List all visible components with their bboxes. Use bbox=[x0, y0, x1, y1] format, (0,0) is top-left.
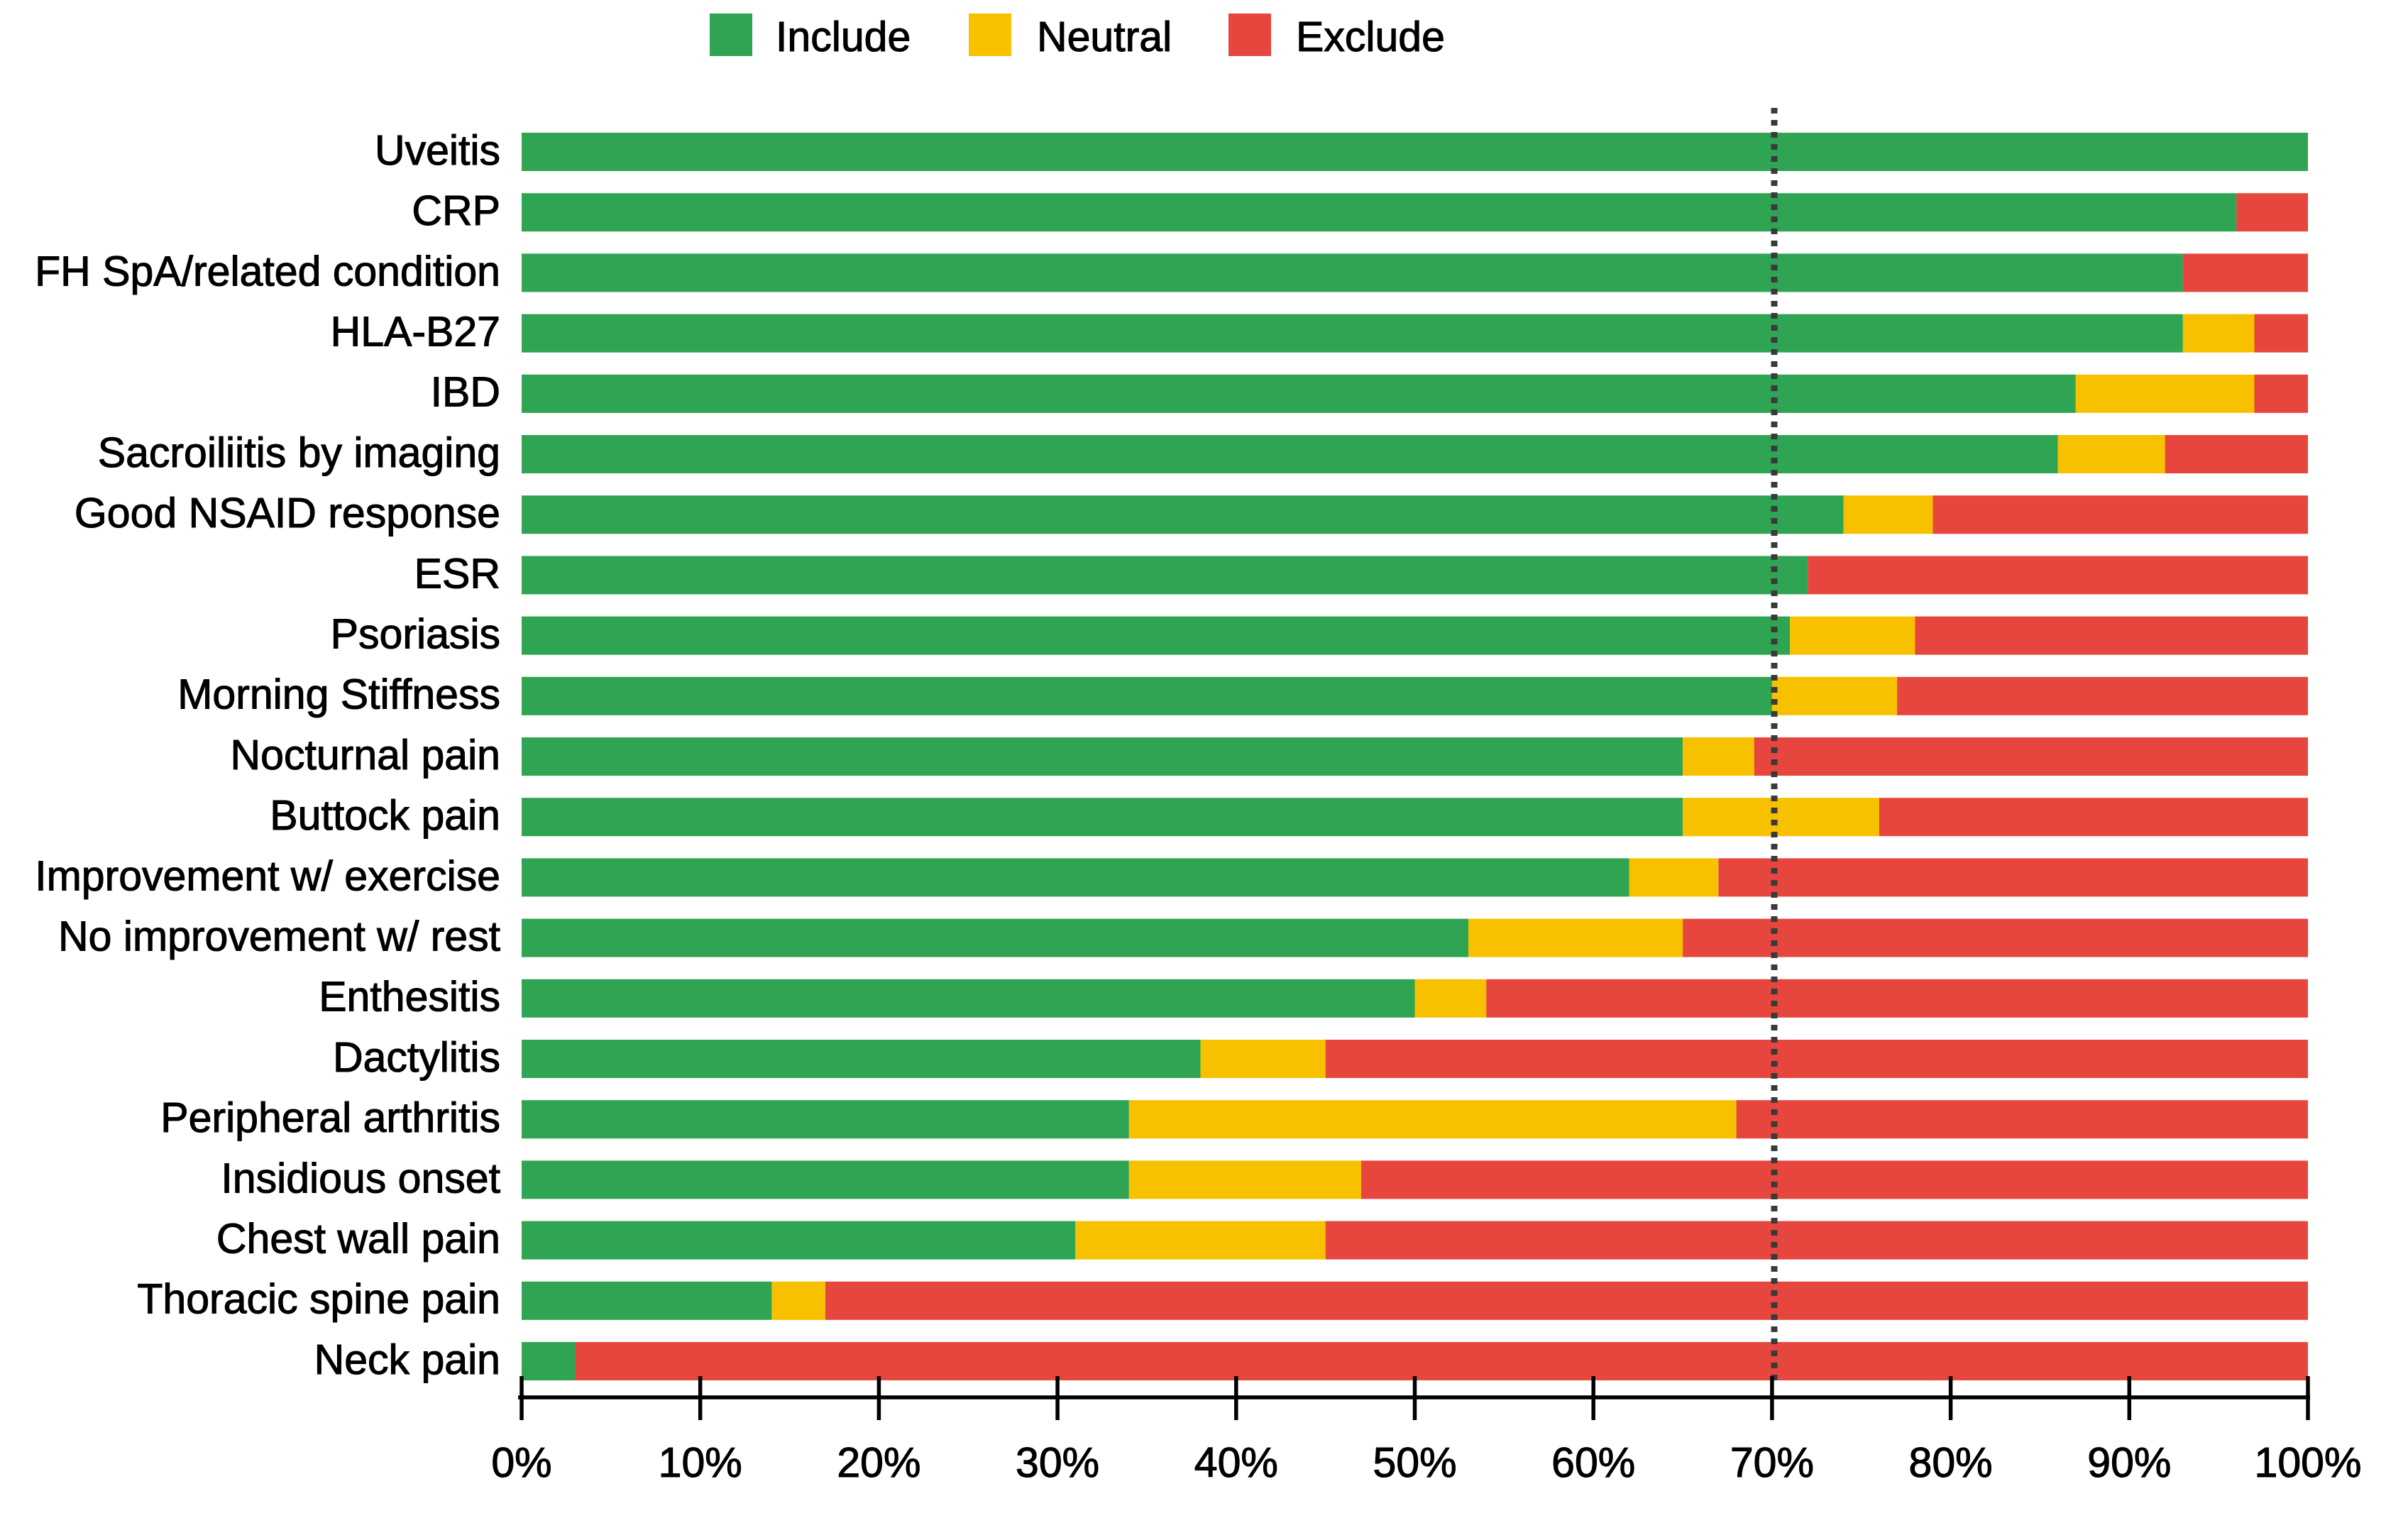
svg-text:30%: 30% bbox=[1016, 1439, 1099, 1486]
svg-text:Include: Include bbox=[776, 13, 911, 60]
svg-text:Enthesitis: Enthesitis bbox=[319, 974, 500, 1021]
svg-text:100%: 100% bbox=[2255, 1439, 2362, 1486]
svg-text:80%: 80% bbox=[1909, 1439, 1993, 1486]
svg-text:Neutral: Neutral bbox=[1037, 13, 1172, 60]
svg-text:Dactylitis: Dactylitis bbox=[333, 1034, 500, 1081]
svg-text:IBD: IBD bbox=[431, 369, 500, 416]
svg-text:70%: 70% bbox=[1730, 1439, 1814, 1486]
svg-text:Exclude: Exclude bbox=[1296, 13, 1445, 60]
svg-text:Psoriasis: Psoriasis bbox=[331, 611, 500, 658]
svg-text:ESR: ESR bbox=[414, 550, 500, 597]
svg-text:0%: 0% bbox=[491, 1439, 551, 1486]
svg-text:Good NSAID response: Good NSAID response bbox=[75, 490, 500, 537]
svg-text:Insidious onset: Insidious onset bbox=[221, 1155, 500, 1202]
svg-text:Thoracic spine pain: Thoracic spine pain bbox=[137, 1276, 500, 1323]
svg-text:Chest wall pain: Chest wall pain bbox=[216, 1216, 500, 1263]
svg-text:FH SpA/related condition: FH SpA/related condition bbox=[35, 248, 500, 295]
svg-text:40%: 40% bbox=[1194, 1439, 1278, 1486]
svg-text:Morning Stiffness: Morning Stiffness bbox=[177, 671, 500, 718]
svg-text:Sacroiliitis by imaging: Sacroiliitis by imaging bbox=[98, 429, 500, 476]
svg-text:HLA-B27: HLA-B27 bbox=[331, 309, 500, 356]
svg-text:50%: 50% bbox=[1373, 1439, 1456, 1486]
svg-text:Peripheral arthritis: Peripheral arthritis bbox=[160, 1094, 500, 1141]
svg-text:90%: 90% bbox=[2087, 1439, 2171, 1486]
svg-text:Improvement w/ exercise: Improvement w/ exercise bbox=[35, 852, 500, 899]
svg-text:10%: 10% bbox=[659, 1439, 742, 1486]
svg-text:Neck pain: Neck pain bbox=[314, 1336, 500, 1383]
svg-text:CRP: CRP bbox=[412, 187, 500, 234]
svg-text:Buttock pain: Buttock pain bbox=[270, 792, 500, 839]
svg-text:Uveitis: Uveitis bbox=[375, 127, 500, 174]
svg-text:No improvement w/ rest: No improvement w/ rest bbox=[58, 913, 500, 960]
svg-text:20%: 20% bbox=[837, 1439, 920, 1486]
svg-text:60%: 60% bbox=[1551, 1439, 1635, 1486]
svg-text:Nocturnal pain: Nocturnal pain bbox=[231, 732, 500, 779]
